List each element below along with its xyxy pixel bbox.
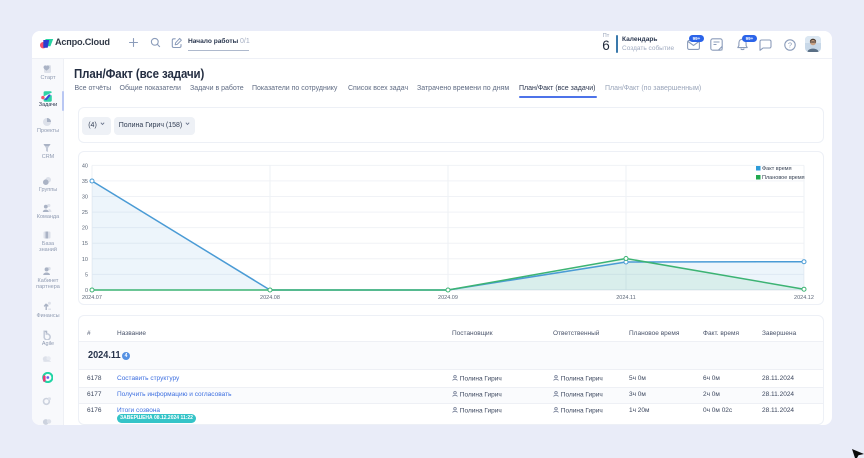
svg-text:5: 5	[85, 272, 88, 278]
svg-text:30: 30	[82, 195, 88, 201]
svg-text:40: 40	[82, 163, 88, 169]
svg-text:2024.07: 2024.07	[82, 295, 102, 301]
svg-text:?: ?	[788, 41, 792, 50]
svg-text:25: 25	[82, 210, 88, 216]
svg-text:2024.09: 2024.09	[438, 295, 458, 301]
svg-text:Плановое время: Плановое время	[762, 175, 805, 181]
svg-text:2024.11: 2024.11	[616, 295, 635, 301]
svg-text:20: 20	[82, 226, 88, 232]
svg-text:2024.12: 2024.12	[794, 295, 814, 301]
svg-text:15: 15	[82, 241, 88, 247]
svg-text:35: 35	[82, 179, 88, 185]
svg-text:Факт время: Факт время	[762, 166, 792, 172]
svg-text:2024.08: 2024.08	[260, 295, 280, 301]
svg-text:10: 10	[82, 257, 88, 263]
svg-text:0: 0	[85, 288, 88, 294]
